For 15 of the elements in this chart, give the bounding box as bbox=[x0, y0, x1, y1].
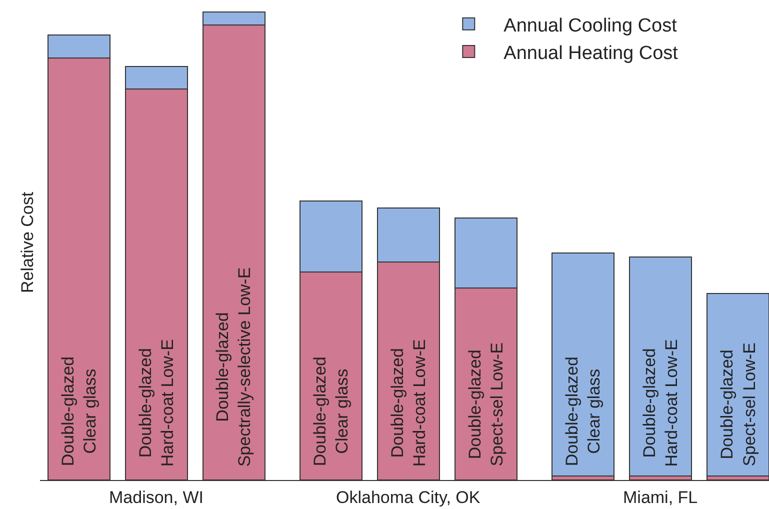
legend-label: Annual Cooling Cost bbox=[504, 15, 678, 36]
x-tick-label: Double-glazed Spect-sel Low-E bbox=[718, 342, 759, 466]
x-tick-label: Double-glazed Hard-coat Low-E bbox=[388, 339, 430, 467]
y-axis-title: Relative Cost bbox=[18, 192, 37, 293]
x-tick-label: Double-glazed Hard-coat Low-E bbox=[640, 339, 682, 467]
x-tick-label: Double-glazed Hard-coat Low-E bbox=[136, 339, 178, 467]
x-tick-label: Double-glazed Clear glass bbox=[310, 356, 352, 466]
text: Madison, WI bbox=[109, 488, 204, 507]
text: Miami, FL bbox=[623, 488, 698, 507]
x-tick-label: Double-glazed Spectrally-selective Low-E bbox=[213, 267, 254, 467]
x-tick-label: Double-glazed Spect-sel Low-E bbox=[466, 342, 507, 466]
legend-label: Annual Heating Cost bbox=[504, 42, 679, 64]
text: Oklahoma City, OK bbox=[336, 488, 481, 507]
x-tick-label: Double-glazed Clear glass bbox=[562, 356, 604, 466]
x-tick-label: Double-glazed Clear glass bbox=[58, 356, 100, 466]
